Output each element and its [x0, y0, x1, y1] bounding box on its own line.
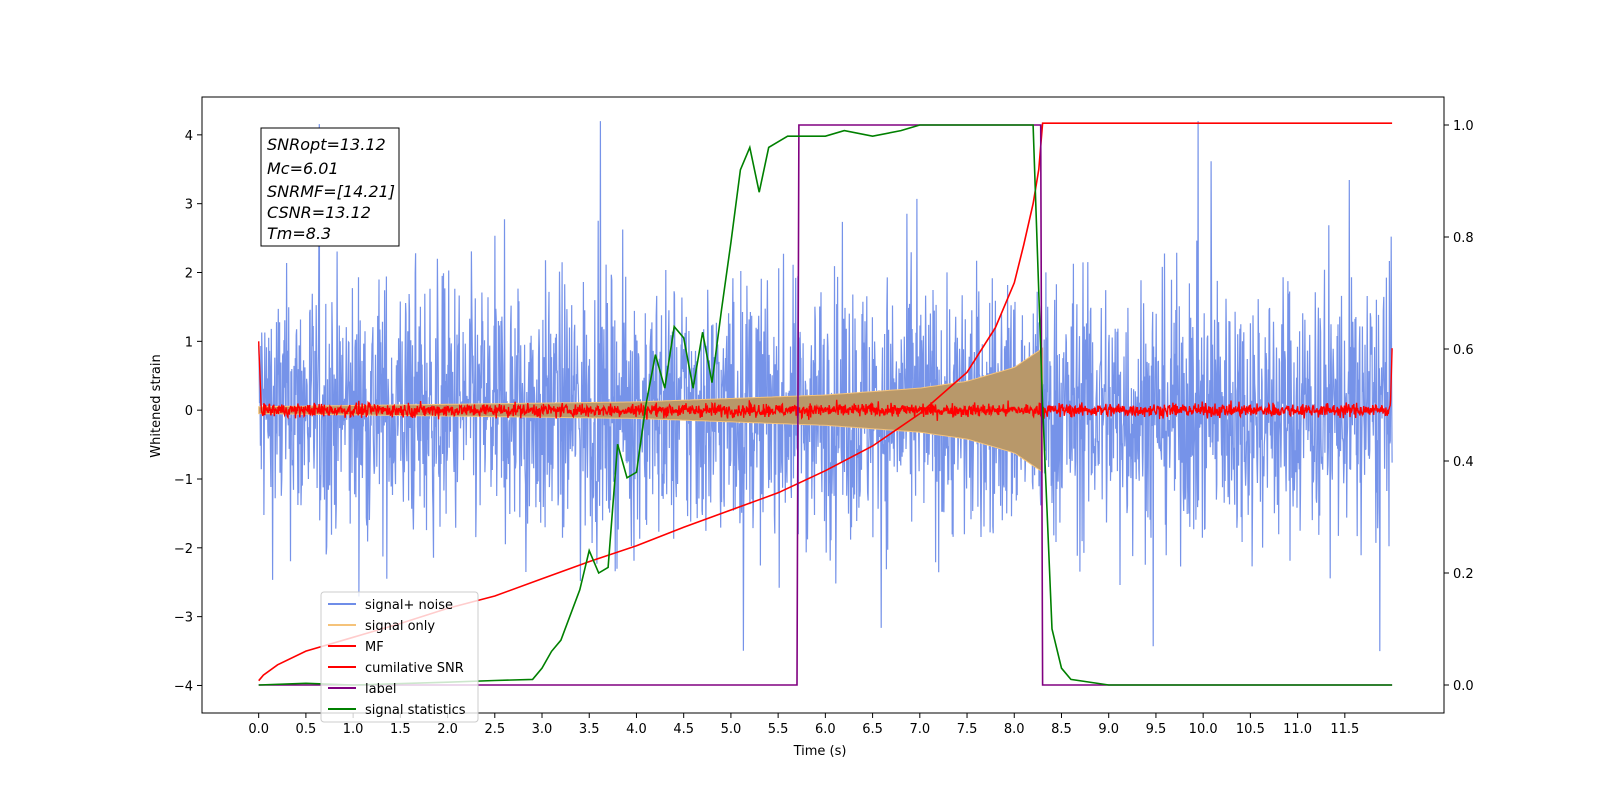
x-tick-label: 5.0 — [721, 722, 742, 737]
annotation-box: SNRopt=13.12 Mc=6.01 SNRMF=[14.21] CSNR=… — [260, 127, 400, 247]
x-tick-label: 9.0 — [1098, 722, 1119, 737]
y2-tick-label: 0.2 — [1453, 567, 1474, 582]
legend-label-signal-noise: signal+ noise — [365, 598, 453, 613]
y-tick-label: −1 — [174, 473, 193, 488]
x-tick-label: 8.0 — [1004, 722, 1025, 737]
y-tick-label: −4 — [174, 679, 193, 694]
legend-label-cumulative-snr: cumilative SNR — [365, 661, 464, 676]
x-tick-label: 7.5 — [957, 722, 978, 737]
x-tick-label: 3.5 — [579, 722, 600, 737]
x-tick-label: 11.5 — [1330, 722, 1359, 737]
y-tick-label: −3 — [174, 611, 193, 626]
annotation-csnr: CSNR=13.12 — [267, 203, 371, 222]
y-tick-label: −2 — [174, 542, 193, 557]
y2-tick-label: 0.0 — [1453, 679, 1474, 694]
x-tick-label: 5.5 — [768, 722, 789, 737]
y2-tick-label: 0.8 — [1453, 231, 1474, 246]
annotation-tm: Tm=8.3 — [267, 224, 331, 243]
legend: signal+ noise signal only MF cumilative SNR… — [320, 591, 479, 723]
series-signal-noise — [258, 121, 1393, 652]
legend-label-signal-statistics: signal statistics — [365, 703, 466, 718]
x-tick-label: 11.0 — [1283, 722, 1312, 737]
y-tick-label: 2 — [185, 267, 193, 282]
series-signal-statistics — [258, 124, 1393, 686]
y-tick-label: 3 — [185, 198, 193, 213]
legend-label-label: label — [365, 682, 396, 697]
x-tick-label: 1.0 — [343, 722, 364, 737]
x-axis-label: Time (s) — [793, 744, 847, 759]
x-tick-label: 8.5 — [1051, 722, 1072, 737]
x-tick-label: 1.5 — [390, 722, 411, 737]
x-tick-label: 6.0 — [815, 722, 836, 737]
x-tick-label: 6.5 — [862, 722, 883, 737]
x-tick-label: 4.5 — [673, 722, 694, 737]
x-tick-label: 10.0 — [1189, 722, 1218, 737]
x-tick-label: 2.0 — [437, 722, 458, 737]
y-tick-label: 4 — [185, 129, 193, 144]
y2-tick-label: 0.4 — [1453, 455, 1474, 470]
y-tick-label: 1 — [185, 335, 193, 350]
x-tick-label: 10.5 — [1236, 722, 1265, 737]
y2-tick-label: 0.6 — [1453, 343, 1474, 358]
x-tick-label: 0.5 — [296, 722, 317, 737]
x-tick-label: 2.5 — [484, 722, 505, 737]
x-tick-label: 0.0 — [248, 722, 269, 737]
x-tick-label: 4.0 — [626, 722, 647, 737]
annotation-snr-mf: SNRMF=[14.21] — [267, 182, 395, 201]
series-mf — [258, 341, 1393, 421]
legend-label-signal-only: signal only — [365, 619, 435, 634]
y-tick-label: 0 — [185, 404, 193, 419]
y2-tick-label: 1.0 — [1453, 119, 1474, 134]
annotation-snr-opt: SNRopt=13.12 — [267, 135, 386, 154]
y-axis-label: Whitened strain — [149, 354, 164, 457]
plot-frame — [201, 96, 1445, 714]
x-tick-label: 9.5 — [1146, 722, 1167, 737]
x-tick-label: 7.0 — [909, 722, 930, 737]
x-tick-label: 3.0 — [532, 722, 553, 737]
annotation-mc: Mc=6.01 — [267, 159, 339, 178]
legend-label-mf: MF — [365, 640, 384, 655]
